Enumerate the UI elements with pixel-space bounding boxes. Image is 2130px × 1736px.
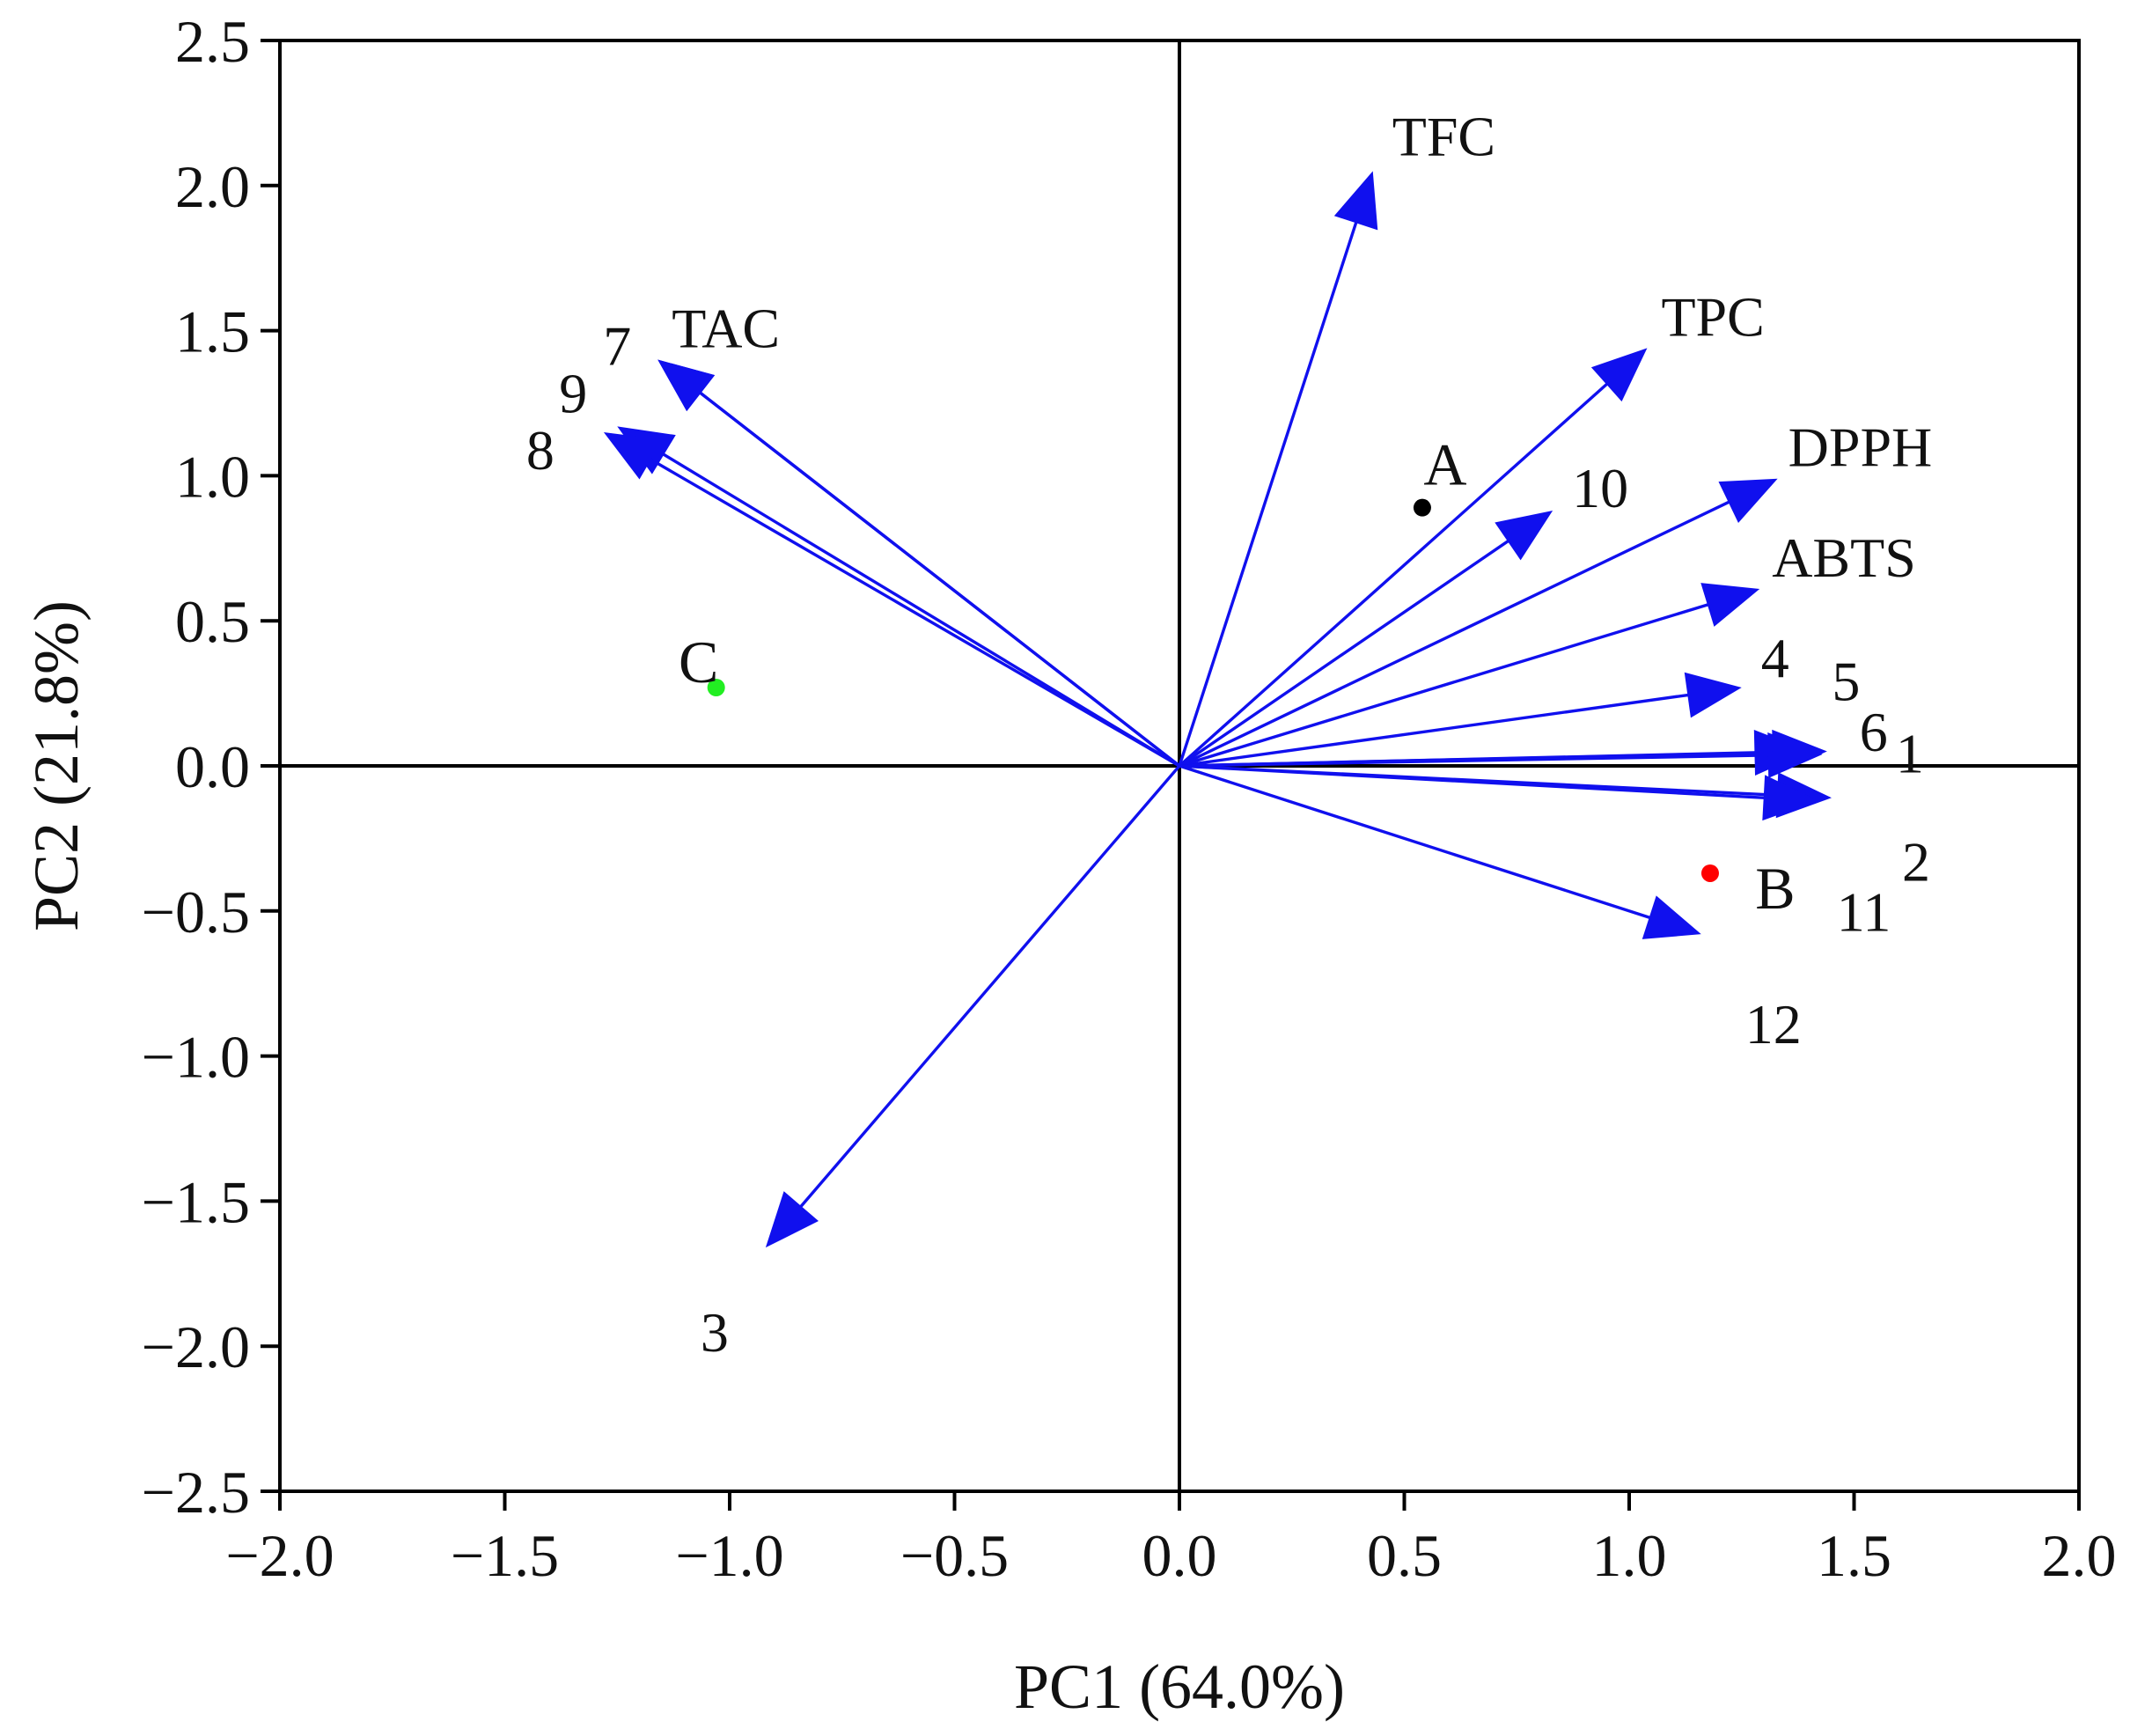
y-tick-label: 0.5: [175, 588, 250, 655]
loading-arrowhead: [765, 1191, 819, 1248]
loading-arrow-line: [1179, 764, 1654, 920]
score-points: [707, 498, 1719, 882]
score-point: [1413, 498, 1431, 517]
loading-arrow-line: [1179, 538, 1512, 768]
loading-arrows: [603, 171, 1832, 1248]
loading-label: 12: [1745, 993, 1802, 1056]
loading-arrow-line: [1179, 751, 1776, 768]
x-tick-label: 1.0: [1592, 1522, 1667, 1589]
loading-label: 1: [1896, 723, 1924, 785]
loading-label: 10: [1572, 457, 1628, 519]
loading-arrowhead: [603, 431, 663, 480]
score-label: A: [1423, 431, 1466, 498]
y-tick-label: −2.5: [142, 1459, 250, 1526]
loading-arrow-line: [1179, 693, 1692, 768]
y-tick-label: −2.0: [142, 1313, 250, 1380]
x-tick-label: −0.5: [900, 1522, 1009, 1589]
label-layer: −2.0 −1.5 −1.0 −0.5 0.0 0.5 1.0 1.5 2.0−2.5−2.0−…: [142, 8, 2117, 1589]
y-tick-label: 2.5: [175, 8, 250, 75]
loading-arrow-line: [660, 451, 1180, 768]
loading-arrow-line: [1178, 380, 1611, 768]
loading-label: TFC: [1392, 105, 1495, 167]
loading-label: 11: [1837, 881, 1891, 944]
loading-arrow-line: [647, 456, 1180, 768]
score-point: [1700, 864, 1719, 882]
loading-label: 2: [1902, 830, 1930, 893]
y-tick-label: 2.0: [175, 153, 250, 220]
loading-arrowhead: [1590, 348, 1648, 402]
loading-arrowhead: [1684, 672, 1742, 718]
loading-arrow-line: [1178, 218, 1359, 767]
loading-arrow-line: [797, 764, 1181, 1210]
loading-arrowhead: [1333, 171, 1378, 231]
loading-arrowhead: [1772, 729, 1827, 776]
y-tick-label: −1.0: [142, 1024, 250, 1091]
loading-label: 8: [526, 419, 555, 482]
loading-label: 9: [559, 362, 587, 424]
x-tick-label: 2.0: [2042, 1522, 2117, 1589]
loading-label: TAC: [672, 298, 780, 360]
score-label: B: [1755, 855, 1795, 922]
loading-arrow-line: [1179, 602, 1712, 768]
loading-arrowhead: [657, 359, 716, 412]
loading-arrow-line: [696, 389, 1181, 768]
y-tick-label: −1.5: [142, 1168, 250, 1235]
loading-arrowhead: [1718, 478, 1778, 523]
loading-label: 3: [701, 1301, 729, 1364]
x-axis-title: PC1 (64.0%): [1014, 1651, 1345, 1722]
loading-arrowhead: [1642, 895, 1701, 939]
loading-arrow-line: [1179, 499, 1733, 768]
y-tick-label: 0.0: [175, 733, 250, 800]
loading-label: 4: [1761, 627, 1789, 689]
score-point: [707, 679, 725, 697]
loading-label: ABTS: [1772, 526, 1916, 589]
x-tick-label: 0.0: [1142, 1522, 1217, 1589]
x-tick-label: −2.0: [225, 1522, 334, 1589]
loading-arrowhead: [1762, 775, 1818, 821]
x-tick-label: −1.0: [675, 1522, 783, 1589]
loading-label: TPC: [1661, 285, 1764, 348]
x-tick-label: 1.5: [1817, 1522, 1891, 1589]
x-tick-label: 0.5: [1367, 1522, 1442, 1589]
y-tick-label: 1.0: [175, 443, 250, 510]
y-tick-label: −0.5: [142, 879, 250, 945]
loading-label: 7: [603, 315, 631, 378]
loading-label: 6: [1860, 701, 1888, 763]
y-axis-title: PC2 (21.8%): [21, 600, 92, 931]
loading-label: DPPH: [1788, 416, 1933, 479]
loading-arrowhead: [1700, 583, 1760, 627]
x-tick-label: −1.5: [451, 1522, 559, 1589]
loading-arrowhead: [1495, 510, 1553, 561]
score-label: C: [679, 629, 718, 695]
loading-label: 5: [1832, 651, 1860, 713]
y-tick-label: 1.5: [175, 298, 250, 365]
loading-arrow-line: [1179, 764, 1767, 800]
